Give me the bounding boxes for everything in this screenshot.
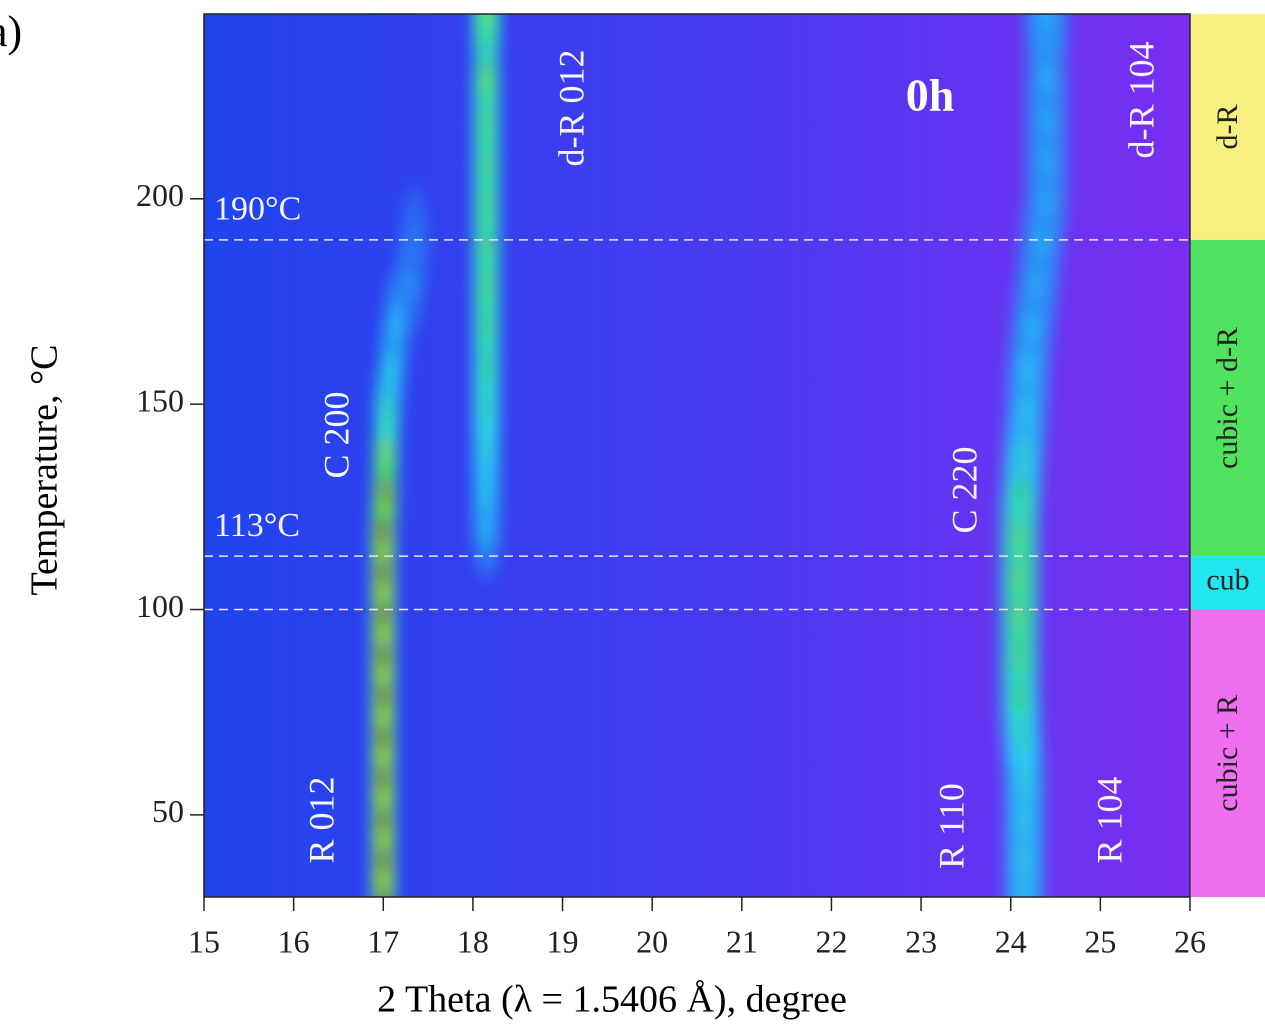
x-tick-label: 24 xyxy=(995,923,1027,959)
x-tick-label: 25 xyxy=(1084,923,1116,959)
phase-label: cubic + d-R xyxy=(1211,327,1244,469)
phase-band xyxy=(1191,609,1265,897)
x-tick-label: 16 xyxy=(278,923,310,959)
peak-annotation: R 012 xyxy=(301,776,341,863)
phase-label: cubic + R xyxy=(1211,695,1244,812)
x-tick-label: 15 xyxy=(188,923,220,959)
x-tick-label: 19 xyxy=(547,923,579,959)
peak-annotation: d-R 012 xyxy=(551,50,591,167)
x-tick-label: 23 xyxy=(905,923,937,959)
peak-annotation: 0h xyxy=(906,70,955,121)
y-tick-label: 50 xyxy=(152,793,184,829)
panel-label: a) xyxy=(0,7,22,56)
phase-band xyxy=(1191,239,1265,557)
phase-label: cub xyxy=(1206,564,1249,597)
phase-band xyxy=(1191,556,1265,610)
x-tick-label: 26 xyxy=(1174,923,1206,959)
peak-annotation: d-R 104 xyxy=(1121,42,1161,159)
y-tick-label: 100 xyxy=(136,588,184,624)
x-tick-label: 20 xyxy=(636,923,668,959)
heatmap xyxy=(365,14,1074,897)
x-tick-label: 17 xyxy=(367,923,399,959)
phase-band xyxy=(1191,14,1265,240)
x-axis-label: 2 Theta (λ = 1.5406 Å), degree xyxy=(377,979,847,1021)
peak-annotation: R 104 xyxy=(1089,776,1129,863)
reference-label: 113°C xyxy=(214,507,300,544)
y-axis-label: Temperature, °C xyxy=(24,345,66,596)
heatmap-cell xyxy=(1019,14,1074,61)
y-tick-label: 200 xyxy=(136,177,184,213)
phase-label: d-R xyxy=(1211,104,1244,149)
x-tick-label: 18 xyxy=(457,923,489,959)
plot-frame xyxy=(203,13,1191,898)
y-tick-label: 150 xyxy=(136,383,184,419)
peak-annotation: C 200 xyxy=(316,391,356,478)
x-tick-label: 21 xyxy=(726,923,758,959)
heatmap-cell xyxy=(466,14,507,61)
peak-annotation: C 220 xyxy=(944,446,984,533)
peak-annotation: R 110 xyxy=(931,783,971,869)
reference-label: 190°C xyxy=(214,191,301,228)
x-tick-label: 22 xyxy=(815,923,847,959)
